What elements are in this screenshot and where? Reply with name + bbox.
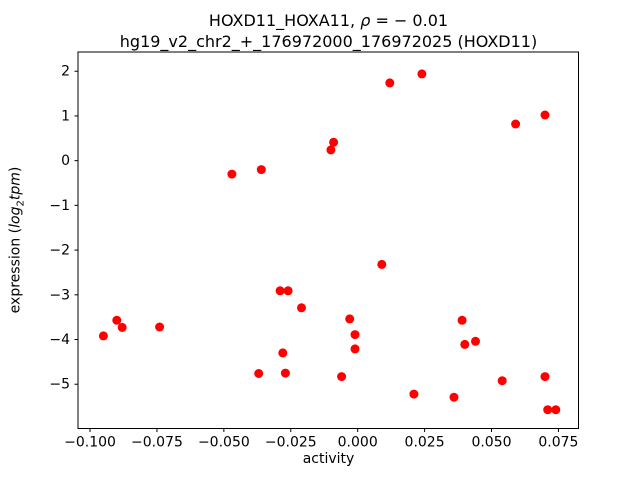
x-tick-label: 0.050 (471, 435, 511, 451)
x-tick-label: 0.000 (338, 435, 378, 451)
y-tick-label: 2 (61, 64, 70, 80)
data-point (350, 330, 360, 340)
data-point (511, 119, 521, 129)
y-tick-label: −1 (49, 198, 70, 214)
data-point (449, 392, 459, 402)
data-point (377, 259, 387, 269)
data-point (254, 369, 264, 378)
figure-title-line2: hg19_v2_chr2_+_176972000_176972025 (HOXD… (119, 32, 538, 51)
x-tick-label: −0.075 (131, 435, 183, 451)
data-point (460, 339, 470, 349)
y-tick-label: −4 (49, 332, 70, 348)
data-point (278, 348, 288, 358)
plot-frame (77, 51, 579, 429)
title-gene-pair: HOXD11_HOXA11, (208, 11, 361, 30)
data-point (457, 315, 467, 325)
data-point (112, 315, 122, 325)
data-point (543, 405, 553, 415)
data-point (329, 137, 339, 147)
data-point (117, 322, 127, 332)
figure-title-line1: HOXD11_HOXA11, ρ = − 0.01 (78, 10, 579, 31)
x-tick-label: −0.050 (198, 435, 250, 451)
data-point (350, 344, 360, 354)
x-tick-label: 0.025 (405, 435, 445, 451)
data-point (540, 372, 550, 382)
data-point (297, 303, 306, 313)
data-point (409, 389, 419, 399)
data-point (417, 69, 427, 79)
figure-title: HOXD11_HOXA11, ρ = − 0.01 hg19_v2_chr2_+… (78, 10, 579, 52)
title-correlation-value: = − 0.01 (370, 11, 449, 30)
x-tick-label: −0.100 (64, 435, 116, 451)
y-tick-label: 1 (61, 108, 70, 124)
data-point (497, 376, 507, 386)
data-point (275, 286, 285, 296)
data-point (326, 145, 336, 155)
x-tick-label: 0.075 (538, 435, 578, 451)
data-point (551, 405, 561, 415)
data-point (471, 336, 480, 346)
data-point (98, 331, 108, 341)
x-tick-label: −0.025 (265, 435, 317, 451)
rho-symbol: ρ (360, 11, 371, 30)
data-point (283, 286, 293, 296)
data-point (345, 314, 355, 324)
data-point (256, 165, 266, 175)
data-point (227, 169, 237, 179)
data-point (155, 322, 165, 332)
y-tick-label: −3 (49, 287, 70, 303)
y-tick-label: 0 (61, 153, 70, 169)
data-point (540, 110, 550, 120)
x-axis-label: activity (302, 451, 355, 467)
y-tick-label: −5 (49, 377, 70, 393)
y-tick-label: −2 (49, 243, 70, 259)
data-point (280, 368, 290, 378)
data-point (385, 78, 395, 88)
data-point (337, 372, 347, 382)
